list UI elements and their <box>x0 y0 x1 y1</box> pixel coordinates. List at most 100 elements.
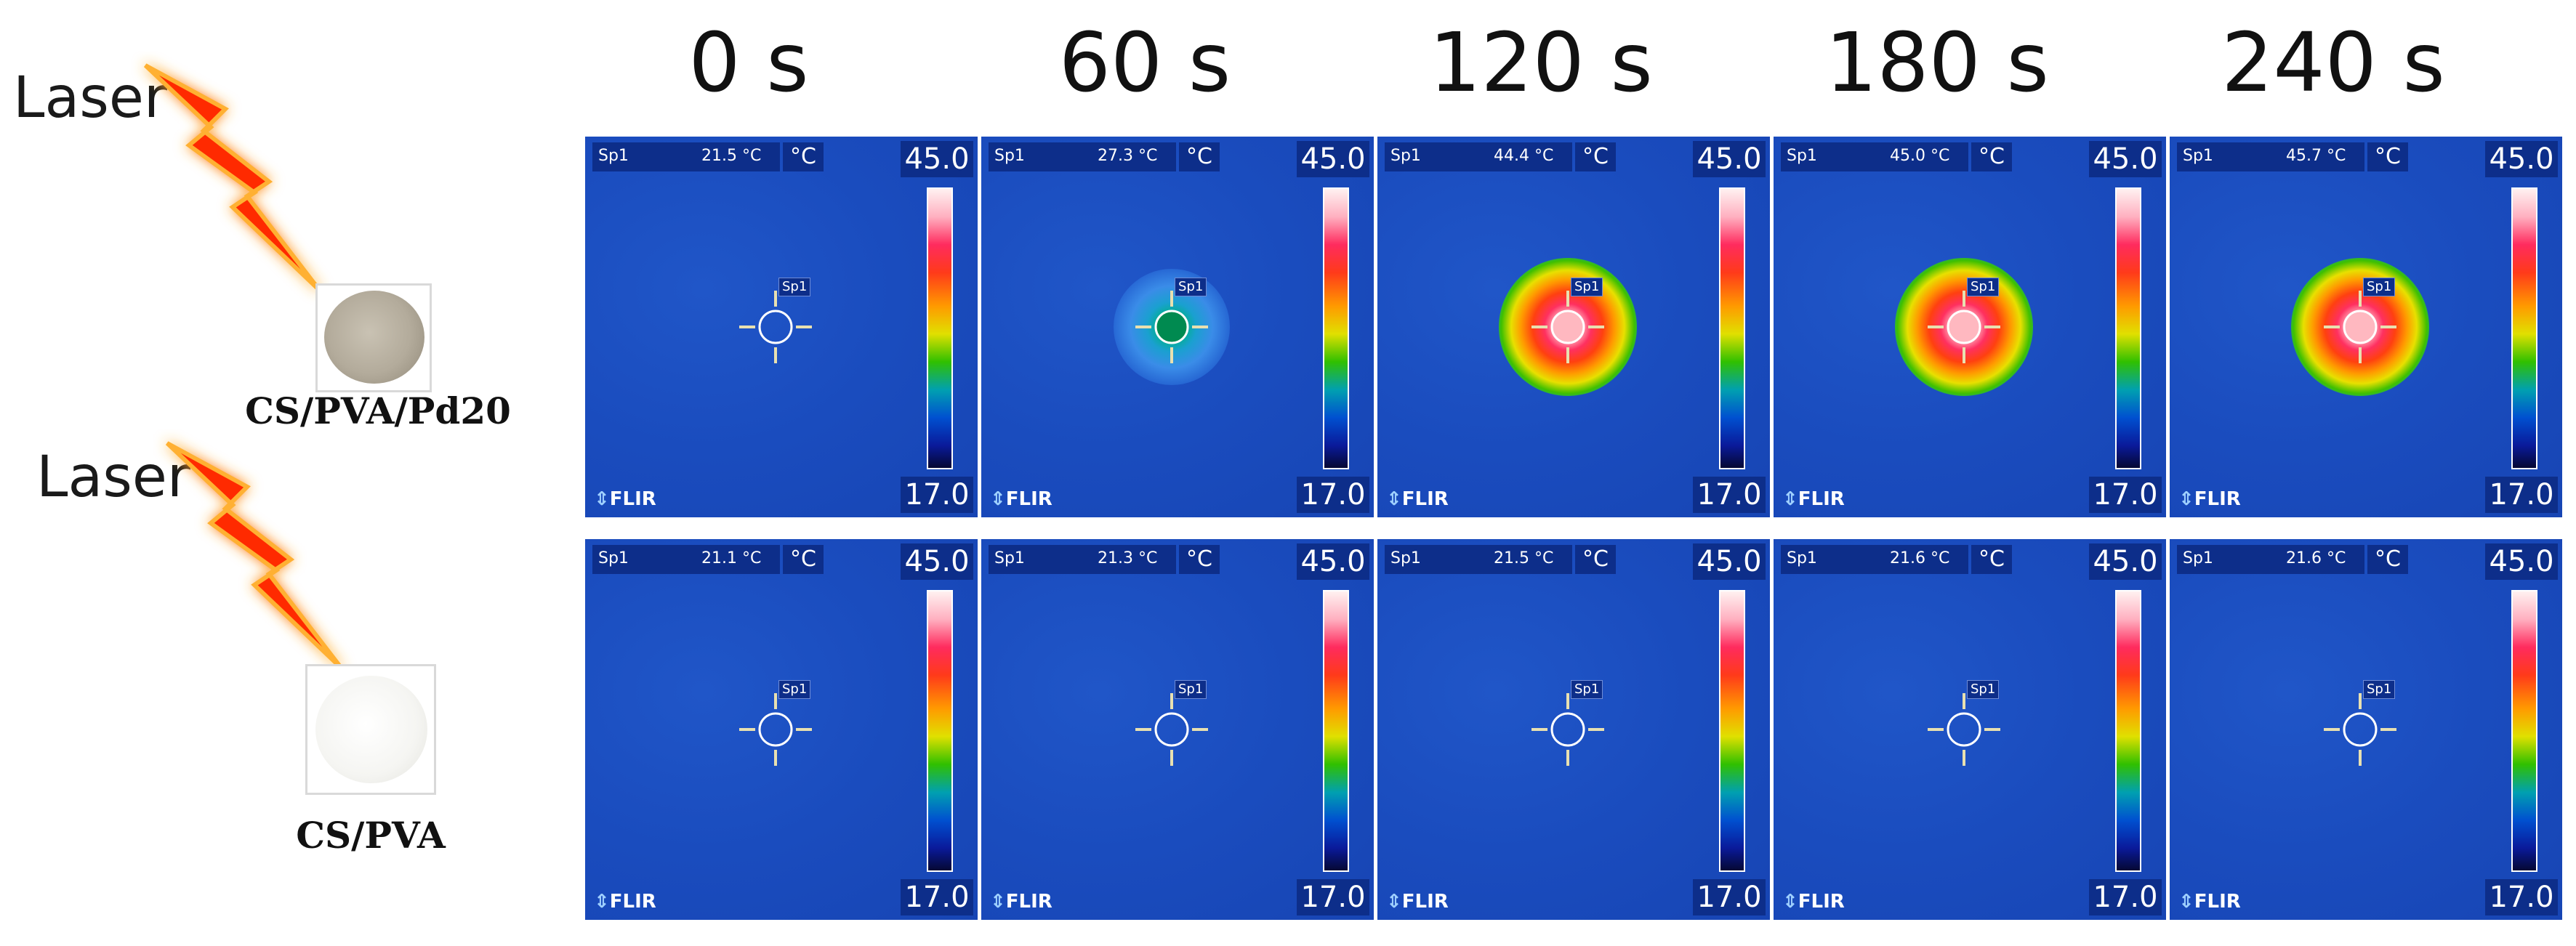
thermal-panel: Sp1 21.6 °C °C 45.0 17.0 ⇕FLIR Sp1 <box>1774 539 2166 920</box>
thermal-panel: Sp1 21.5 °C °C 45.0 17.0 ⇕FLIR Sp1 <box>585 137 978 517</box>
thermal-background <box>585 539 978 920</box>
scale-max: 45.0 <box>901 141 973 177</box>
crosshair-tag: Sp1 <box>2363 278 2396 296</box>
thermal-background <box>2170 539 2562 920</box>
thermal-panel: Sp1 21.3 °C °C 45.0 17.0 ⇕FLIR Sp1 <box>981 539 1374 920</box>
scale-min: 17.0 <box>1297 879 1369 915</box>
color-scale-bar <box>1719 187 1745 469</box>
color-scale-bar <box>1323 590 1349 872</box>
crosshair-icon <box>1928 693 2000 766</box>
spot-label: Sp1 <box>994 147 1025 165</box>
spot-label: Sp1 <box>2183 549 2213 567</box>
unit-label: °C <box>1179 142 1220 171</box>
unit-label: °C <box>1971 142 2012 171</box>
flir-logo: ⇕FLIR <box>2178 891 2241 913</box>
scale-max: 45.0 <box>2485 543 2558 580</box>
spot-temperature: 21.6 °C <box>2286 549 2346 567</box>
sample-disc-plain <box>315 676 427 783</box>
crosshair-icon <box>2324 291 2396 363</box>
scale-max: 45.0 <box>1297 141 1369 177</box>
unit-label: °C <box>1179 545 1220 574</box>
thermal-background <box>981 539 1374 920</box>
flir-logo: ⇕FLIR <box>1386 891 1449 913</box>
crosshair-icon <box>739 291 812 363</box>
flir-logo: ⇕FLIR <box>1386 488 1449 510</box>
scale-max: 45.0 <box>2485 141 2558 177</box>
thermal-background <box>1377 539 1770 920</box>
spot-label: Sp1 <box>598 147 629 165</box>
flir-logo: ⇕FLIR <box>1782 488 1845 510</box>
spot-temperature: 21.6 °C <box>1890 549 1950 567</box>
scale-max: 45.0 <box>901 543 973 580</box>
color-scale-bar <box>2511 187 2537 469</box>
readout-bar <box>2177 142 2364 171</box>
flir-logo: ⇕FLIR <box>2178 488 2241 510</box>
spot-label: Sp1 <box>2183 147 2213 165</box>
scale-min: 17.0 <box>2089 477 2162 513</box>
spot-temperature: 45.0 °C <box>1890 147 1950 165</box>
spot-temperature: 45.7 °C <box>2286 147 2346 165</box>
crosshair-icon <box>1135 291 1208 363</box>
crosshair-tag: Sp1 <box>778 278 811 296</box>
thermal-panel: Sp1 21.6 °C °C 45.0 17.0 ⇕FLIR Sp1 <box>2170 539 2562 920</box>
scale-max: 45.0 <box>1693 543 1766 580</box>
thermal-panel: Sp1 45.7 °C °C 45.0 17.0 ⇕FLIR Sp1 <box>2170 137 2562 517</box>
unit-label: °C <box>1971 545 2012 574</box>
scale-min: 17.0 <box>901 477 973 513</box>
color-scale-bar <box>2115 187 2141 469</box>
crosshair-tag: Sp1 <box>1571 278 1603 296</box>
thermal-panel: Sp1 45.0 °C °C 45.0 17.0 ⇕FLIR Sp1 <box>1774 137 2166 517</box>
crosshair-tag: Sp1 <box>1571 680 1603 699</box>
spot-temperature: 21.3 °C <box>1098 549 1158 567</box>
spot-label: Sp1 <box>598 549 629 567</box>
readout-bar <box>989 545 1176 574</box>
sample-label-top: CS/PVA/Pd20 <box>245 389 511 432</box>
crosshair-tag: Sp1 <box>2363 680 2396 699</box>
thermal-panel: Sp1 27.3 °C °C 45.0 17.0 ⇕FLIR Sp1 <box>981 137 1374 517</box>
time-header-1: 60 s <box>1058 16 1231 110</box>
scale-max: 45.0 <box>2089 543 2162 580</box>
unit-label: °C <box>783 545 824 574</box>
scale-max: 45.0 <box>1297 543 1369 580</box>
scale-min: 17.0 <box>1693 879 1766 915</box>
unit-label: °C <box>783 142 824 171</box>
crosshair-icon <box>1928 291 2000 363</box>
laser-label-bottom: Laser <box>36 445 190 510</box>
spot-label: Sp1 <box>1390 147 1421 165</box>
readout-bar <box>1781 545 1968 574</box>
readout-bar <box>1781 142 1968 171</box>
thermal-panel: Sp1 21.5 °C °C 45.0 17.0 ⇕FLIR Sp1 <box>1377 539 1770 920</box>
unit-label: °C <box>2367 545 2408 574</box>
flir-logo: ⇕FLIR <box>594 488 656 510</box>
crosshair-tag: Sp1 <box>1967 278 2000 296</box>
crosshair-icon <box>1531 291 1604 363</box>
color-scale-bar <box>927 590 953 872</box>
scale-min: 17.0 <box>2485 477 2558 513</box>
scale-min: 17.0 <box>1297 477 1369 513</box>
time-header-2: 120 s <box>1429 16 1653 110</box>
sample-disc-pd20 <box>324 291 424 384</box>
spot-temperature: 27.3 °C <box>1098 147 1158 165</box>
color-scale-bar <box>927 187 953 469</box>
spot-temperature: 21.5 °C <box>701 147 762 165</box>
laser-label-top: Laser <box>13 65 167 131</box>
crosshair-tag: Sp1 <box>1967 680 2000 699</box>
flir-logo: ⇕FLIR <box>990 488 1052 510</box>
sample-label-bottom: CS/PVA <box>296 814 446 857</box>
spot-temperature: 44.4 °C <box>1494 147 1554 165</box>
thermal-background <box>585 137 978 517</box>
color-scale-bar <box>1323 187 1349 469</box>
readout-bar <box>1385 545 1572 574</box>
unit-label: °C <box>2367 142 2408 171</box>
spot-temperature: 21.5 °C <box>1494 549 1554 567</box>
readout-bar <box>2177 545 2364 574</box>
scale-min: 17.0 <box>2485 879 2558 915</box>
time-header-0: 0 s <box>688 16 809 110</box>
color-scale-bar <box>1719 590 1745 872</box>
crosshair-icon <box>739 693 812 766</box>
time-header-3: 180 s <box>1825 16 2049 110</box>
spot-label: Sp1 <box>1390 549 1421 567</box>
spot-label: Sp1 <box>1787 147 1817 165</box>
scale-max: 45.0 <box>2089 141 2162 177</box>
readout-bar <box>989 142 1176 171</box>
